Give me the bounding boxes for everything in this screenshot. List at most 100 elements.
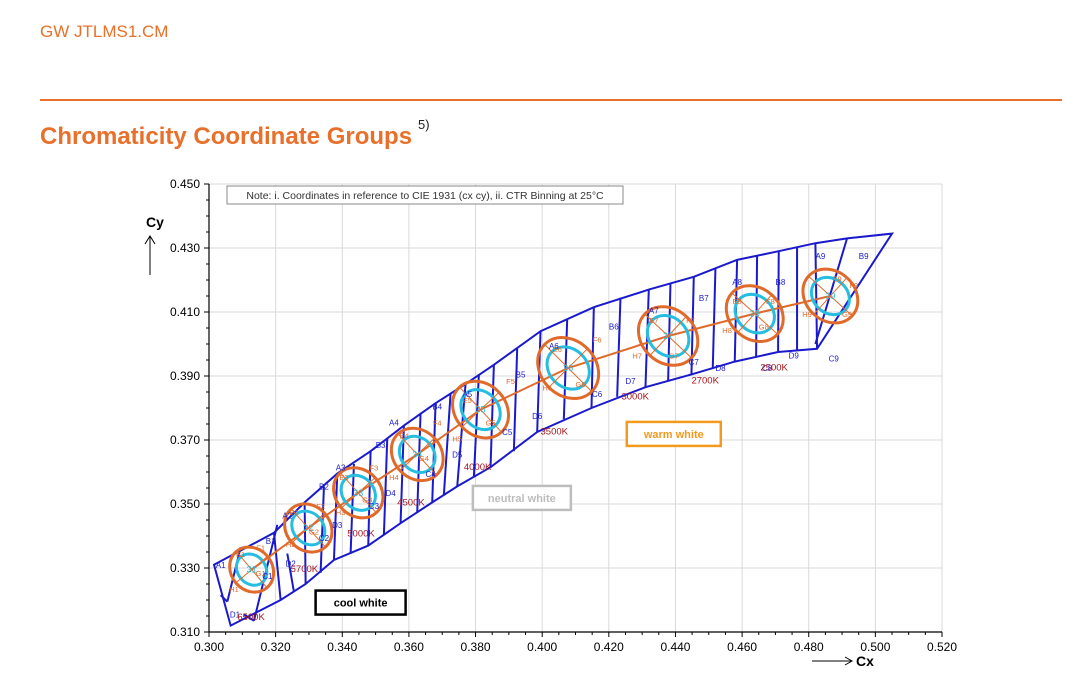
bin-label: A2 bbox=[282, 511, 292, 520]
sub-bin-label: H1 bbox=[229, 585, 239, 594]
sub-bin-label: E4 bbox=[399, 431, 408, 440]
cct-label: 5700K bbox=[291, 564, 319, 575]
cct-label: 5000K bbox=[347, 529, 375, 540]
bin-label: D4 bbox=[385, 489, 396, 498]
bin-divider bbox=[332, 473, 339, 561]
cct-label: 4000K bbox=[464, 462, 492, 473]
sub-bin-label: F6 bbox=[593, 335, 602, 344]
bin-label: B4 bbox=[432, 403, 442, 412]
y-tick-label: 0.450 bbox=[170, 177, 200, 191]
sub-bin-label: H4 bbox=[389, 473, 399, 482]
bin-divider bbox=[489, 364, 495, 468]
y-tick-label: 0.410 bbox=[170, 305, 200, 319]
bin-labels: 31 32 33 34 35 36 37 38 39 A1 D1 C1 B1 D2 A2 C2 B2 D3 A3 C3… bbox=[216, 252, 869, 623]
sub-bin-label: F9 bbox=[849, 281, 858, 290]
cct-label: 2700K bbox=[691, 375, 719, 386]
cct-label: 6500K bbox=[237, 612, 265, 623]
sub-bin-label: E1 bbox=[236, 550, 245, 559]
sub-bin-label: G8 bbox=[759, 323, 769, 332]
bin-divider bbox=[442, 393, 452, 495]
bin-label: D5 bbox=[452, 451, 463, 460]
bin-label: A6 bbox=[549, 342, 559, 351]
bin-label: A3 bbox=[336, 463, 346, 472]
bin-label: A4 bbox=[389, 419, 399, 428]
sub-bin-label: E7 bbox=[649, 316, 658, 325]
sub-bin-label: G4 bbox=[419, 454, 429, 463]
bin-divider bbox=[814, 243, 819, 349]
group-box-label: warm white bbox=[643, 429, 704, 441]
bin-divider bbox=[711, 268, 717, 369]
ellipse-label: 33 bbox=[353, 488, 363, 498]
x-tick-label: 0.500 bbox=[860, 640, 890, 654]
ellipse-axis-minor bbox=[236, 551, 268, 589]
bin-boundary bbox=[212, 232, 895, 628]
ellipses bbox=[228, 267, 860, 594]
bin-divider bbox=[226, 546, 242, 602]
bin-label: A5 bbox=[462, 390, 472, 399]
sub-bin-label: H6 bbox=[542, 383, 552, 392]
ellipse-axis-minor bbox=[731, 292, 778, 335]
bin-divider bbox=[272, 532, 282, 601]
sub-bin-label: G3 bbox=[362, 495, 372, 504]
bin-label: C1 bbox=[262, 572, 273, 581]
section-title-text: Chromaticity Coordinate Groups bbox=[40, 123, 413, 150]
bin-label: C4 bbox=[425, 470, 436, 479]
bin-label: D2 bbox=[286, 559, 297, 568]
x-tick-label: 0.360 bbox=[394, 640, 424, 654]
bin-divider bbox=[456, 383, 467, 487]
bin-divider bbox=[286, 553, 295, 593]
ellipse-label: 38 bbox=[750, 309, 760, 319]
sub-bin-label: F7 bbox=[686, 316, 695, 325]
bin-label: D9 bbox=[789, 351, 800, 360]
sub-bin-label: E2 bbox=[289, 508, 298, 517]
bin-label: A1 bbox=[216, 561, 226, 570]
bin-label: C6 bbox=[592, 390, 603, 399]
ellipse-label: 32 bbox=[303, 523, 313, 533]
group-box-label: cool white bbox=[334, 598, 388, 610]
x-tick-label: 0.420 bbox=[594, 640, 624, 654]
annotation-boxes: warm white neutral white cool white bbox=[314, 420, 723, 616]
ellipse-axis-minor bbox=[339, 472, 377, 514]
bin-label: B2 bbox=[319, 483, 329, 492]
cct-label: 4500K bbox=[397, 498, 425, 509]
x-tick-label: 0.460 bbox=[727, 640, 757, 654]
sub-bin-label: G7 bbox=[669, 351, 679, 360]
ellipse-label: 31 bbox=[247, 565, 257, 575]
sub-bin-label: H5 bbox=[452, 435, 462, 444]
ellipse-label: 37 bbox=[663, 331, 673, 341]
bin-divider bbox=[319, 486, 325, 573]
bin-label: B5 bbox=[516, 371, 526, 380]
bin-label: B3 bbox=[376, 441, 386, 450]
sub-bin-label: F2 bbox=[316, 502, 325, 511]
ellipse-axis-minor bbox=[644, 313, 692, 359]
bin-label: C8 bbox=[762, 364, 773, 373]
header-rule bbox=[40, 99, 1062, 101]
group-box bbox=[314, 589, 407, 616]
x-tick-label: 0.380 bbox=[461, 640, 491, 654]
group-box bbox=[625, 420, 723, 448]
sub-bin-label: H2 bbox=[286, 540, 296, 549]
section-title: Chromaticity Coordinate Groups 5) bbox=[40, 117, 430, 151]
bin-divider bbox=[367, 451, 372, 546]
x-tick-label: 0.520 bbox=[927, 640, 957, 654]
bin-divider bbox=[512, 348, 519, 452]
y-tick-label: 0.310 bbox=[170, 625, 200, 639]
y-tick-label: 0.430 bbox=[170, 241, 200, 255]
bin-divider bbox=[219, 594, 229, 603]
sub-bin-label: G9 bbox=[842, 310, 852, 319]
bin-divider bbox=[472, 374, 480, 477]
x-tick-label: 0.400 bbox=[527, 640, 557, 654]
bin-label: C7 bbox=[689, 358, 700, 367]
bin-label: D3 bbox=[332, 521, 343, 530]
sub-bin-label: E5 bbox=[463, 396, 472, 405]
cct-label: 3000K bbox=[621, 391, 649, 402]
x-tick-label: 0.300 bbox=[194, 640, 224, 654]
bin-divider bbox=[616, 297, 622, 397]
bin-label: D7 bbox=[625, 377, 636, 386]
footnote-marker: 5) bbox=[418, 117, 430, 132]
x-axis-label: Cx bbox=[856, 653, 874, 669]
y-tick-label: 0.370 bbox=[170, 433, 200, 447]
bin-label: D6 bbox=[532, 412, 543, 421]
ellipse-axis-minor bbox=[397, 433, 437, 476]
